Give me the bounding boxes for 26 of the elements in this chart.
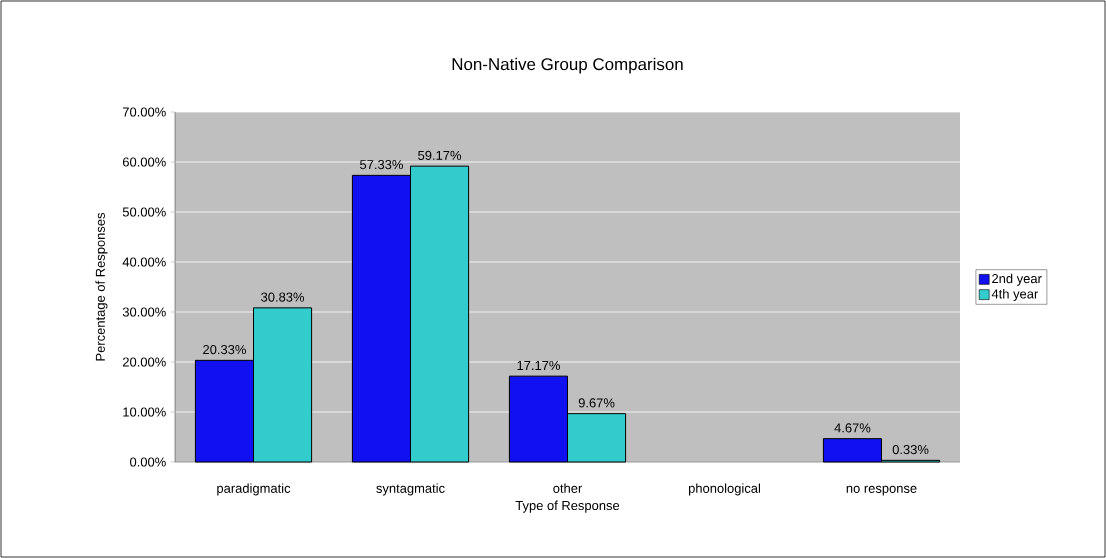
x-tick-label: paradigmatic — [217, 483, 291, 496]
x-tick-label: no response — [846, 485, 917, 496]
y-tick-label: 70.00% — [122, 107, 166, 117]
y-tick-label: 0.00% — [130, 457, 166, 467]
y-tick-label: 50.00% — [122, 207, 166, 217]
x-tick-label: syntagmatic — [376, 483, 445, 496]
y-tick-label: 30.00% — [122, 307, 166, 317]
y-tick-label: 20.00% — [122, 357, 166, 367]
data-label: 4.67% — [834, 423, 871, 433]
data-label: 0.33% — [892, 444, 929, 455]
data-label: 9.67% — [578, 398, 615, 408]
chart-title: Non-Native Group Comparison — [452, 57, 683, 74]
y-axis-title: Percentage of Responses — [95, 212, 108, 361]
data-label: 17.17% — [517, 360, 560, 370]
x-tick-label: other — [553, 483, 583, 493]
y-tick-label: 60.00% — [122, 157, 166, 167]
legend-label: 4th year — [991, 288, 1039, 302]
x-tick-label: phonological — [688, 483, 760, 496]
data-label: 30.83% — [261, 292, 305, 302]
legend-label: 2nd year — [992, 273, 1042, 286]
x-axis-title: Type of Response — [515, 500, 620, 513]
y-tick-label: 10.00% — [123, 407, 166, 417]
y-tick-label: 40.00% — [122, 257, 166, 267]
data-label: 20.33% — [203, 344, 246, 355]
data-label: 59.17% — [418, 150, 462, 160]
data-label: 57.33% — [360, 159, 403, 170]
